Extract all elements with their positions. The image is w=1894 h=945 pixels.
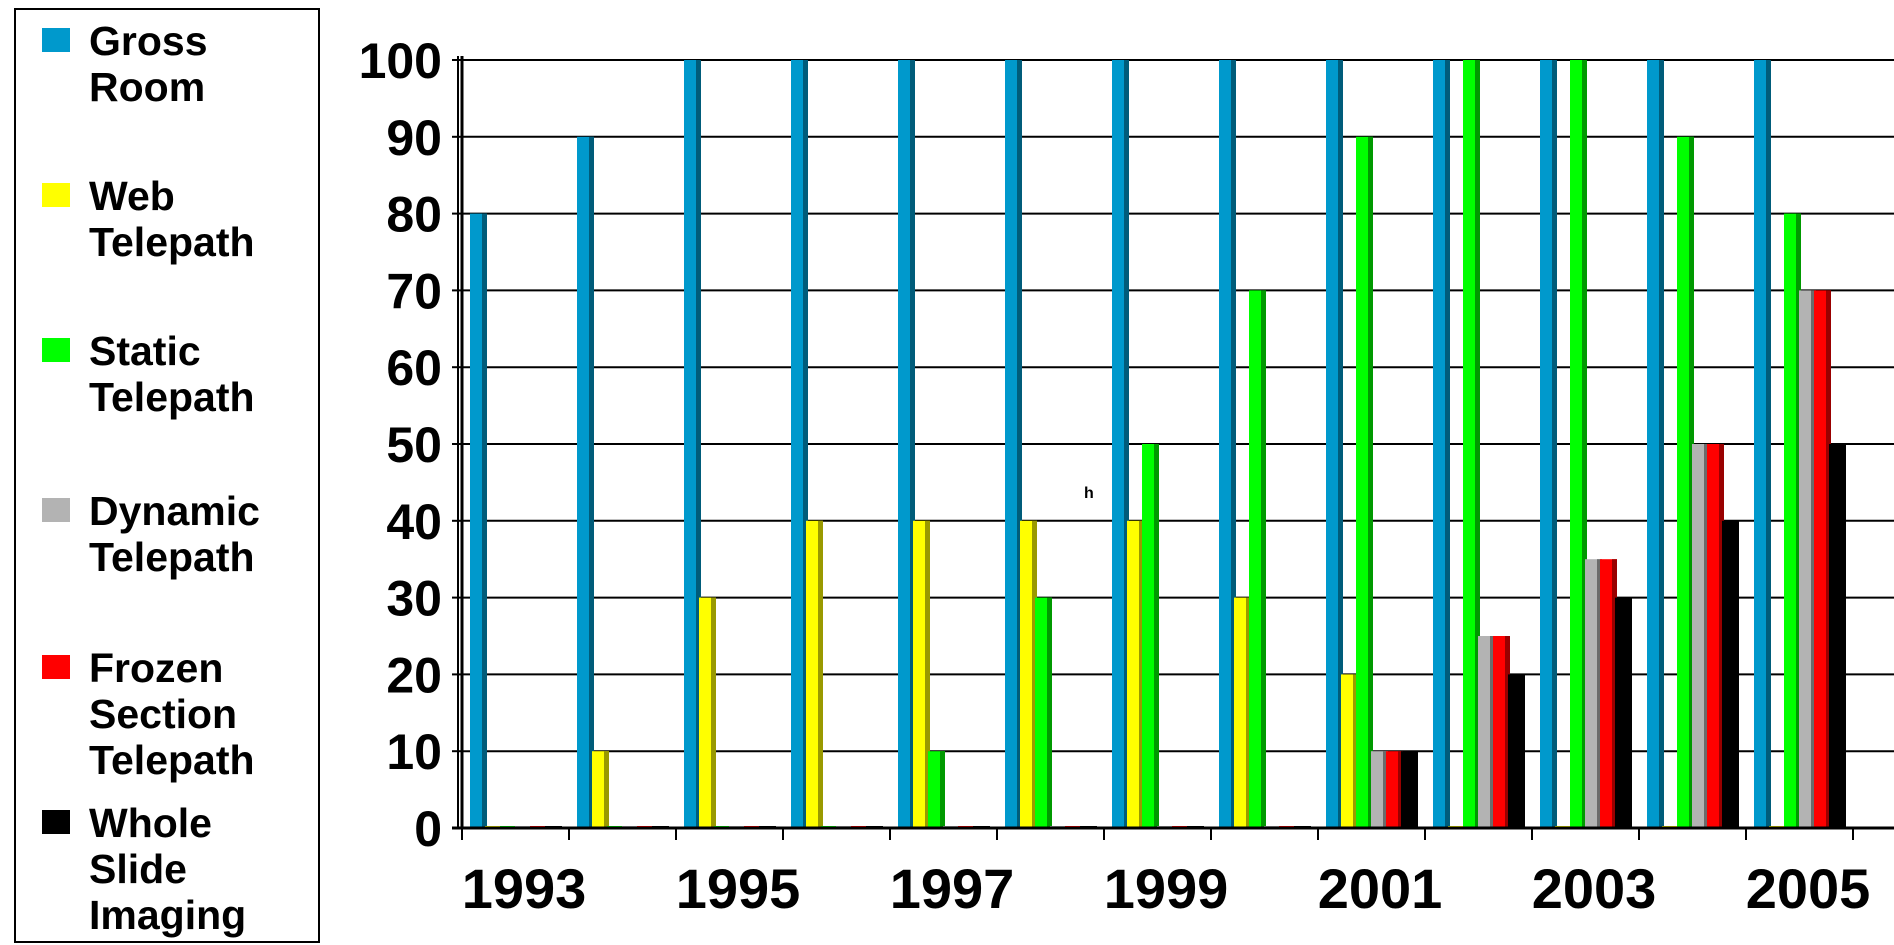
bar-side-static-telepath-1998: [1047, 597, 1052, 828]
bar-side-web-telepath-1998: [1032, 520, 1037, 828]
bar-side-gross-room-2001: [1338, 60, 1343, 828]
y-tick-label: 90: [386, 110, 442, 166]
legend-swatch-dynamic-telepath: [42, 498, 70, 522]
y-tick-label: 60: [386, 340, 442, 396]
legend-label-web-telepath: Web Telepath: [89, 173, 255, 265]
legend-label-frozen-section-telepath: Frozen Section Telepath: [89, 645, 255, 783]
bar-side-whole-slide-imaging-2005: [1841, 444, 1846, 828]
bar-side-gross-room-1999: [1124, 60, 1129, 828]
y-tick-label: 50: [386, 417, 442, 473]
bar-side-gross-room-1995: [696, 60, 701, 828]
y-tick-label: 100: [359, 33, 442, 89]
bar-side-frozen-section-telepath-2004: [1719, 444, 1724, 828]
bar-side-web-telepath-1999: [1139, 520, 1144, 828]
bar-side-dynamic-telepath-2002: [1490, 636, 1495, 828]
bar-side-frozen-section-telepath-2002: [1505, 636, 1510, 828]
x-tick-label-1993: 1993: [462, 857, 587, 920]
y-tick-label: 80: [386, 187, 442, 243]
bar-side-static-telepath-2003: [1582, 60, 1587, 828]
bar-side-dynamic-telepath-2004: [1704, 444, 1709, 828]
annotation-text: h: [1084, 485, 1094, 502]
bar-side-web-telepath-1997: [925, 520, 930, 828]
legend-label-static-telepath: Static Telepath: [89, 328, 255, 420]
bar-side-frozen-section-telepath-2001: [1398, 751, 1403, 828]
bar-side-gross-room-1996: [803, 60, 808, 828]
bar-side-gross-room-1997: [910, 60, 915, 828]
bar-side-web-telepath-2000: [1246, 597, 1251, 828]
bar-side-web-telepath-1995: [711, 597, 716, 828]
legend-swatch-static-telepath: [42, 338, 70, 362]
bar-side-gross-room-2004: [1659, 60, 1664, 828]
bar-side-gross-room-1998: [1017, 60, 1022, 828]
bar-side-gross-room-1993: [482, 213, 487, 829]
y-tick-label: 70: [386, 263, 442, 319]
bar-side-whole-slide-imaging-2003: [1627, 597, 1632, 828]
bar-side-dynamic-telepath-2003: [1597, 559, 1602, 828]
bar-side-web-telepath-1994: [604, 751, 609, 828]
legend-swatch-whole-slide-imaging: [42, 810, 70, 834]
chart-legend: Gross Room Web Telepath Static Telepath …: [14, 8, 320, 943]
y-tick-label: 10: [386, 724, 442, 780]
bar-side-dynamic-telepath-2001: [1383, 751, 1388, 828]
legend-label-whole-slide-imaging: Whole Slide Imaging: [89, 800, 247, 938]
bars: [470, 60, 1846, 829]
bar-side-web-telepath-1996: [818, 520, 823, 828]
x-tick-label-1997: 1997: [890, 857, 1015, 920]
y-tick-label: 0: [414, 801, 442, 857]
bar-side-gross-room-2002: [1445, 60, 1450, 828]
bar-side-gross-room-1994: [589, 136, 594, 829]
bar-side-static-telepath-2001: [1368, 136, 1373, 829]
bar-side-dynamic-telepath-2005: [1811, 290, 1816, 828]
y-tick-label: 30: [386, 571, 442, 627]
bar-side-static-telepath-1997: [940, 751, 945, 828]
axes: [452, 56, 1894, 840]
x-tick-label-2005: 2005: [1746, 857, 1871, 920]
bar-side-static-telepath-2002: [1475, 60, 1480, 828]
legend-swatch-web-telepath: [42, 183, 70, 207]
tick-labels: 0 10 20 30 40 50 60 70 80 90 100 1993 1995 1997 1999 20…: [359, 33, 1871, 920]
x-tick-label-2001: 2001: [1318, 857, 1443, 920]
bar-side-static-telepath-2000: [1261, 290, 1266, 828]
bar-side-gross-room-2000: [1231, 60, 1236, 828]
x-tick-label-2003: 2003: [1532, 857, 1657, 920]
bar-side-whole-slide-imaging-2004: [1734, 520, 1739, 828]
legend-swatch-frozen-section-telepath: [42, 655, 70, 679]
x-tick-label-1999: 1999: [1104, 857, 1229, 920]
legend-label-dynamic-telepath: Dynamic Telepath: [89, 488, 260, 580]
bar-side-web-telepath-2001: [1353, 674, 1358, 828]
bar-side-whole-slide-imaging-2002: [1520, 674, 1525, 828]
y-tick-label: 40: [386, 494, 442, 550]
bar-side-frozen-section-telepath-2005: [1826, 290, 1831, 828]
legend-label-gross-room: Gross Room: [89, 18, 208, 110]
bar-side-static-telepath-2005: [1796, 213, 1801, 829]
bar-side-frozen-section-telepath-2003: [1612, 559, 1617, 828]
bar-side-whole-slide-imaging-2001: [1413, 751, 1418, 828]
bar-side-static-telepath-2004: [1689, 136, 1694, 829]
bar-side-static-telepath-1999: [1154, 444, 1159, 828]
y-tick-label: 20: [386, 647, 442, 703]
bar-side-gross-room-2003: [1552, 60, 1557, 828]
bar-side-gross-room-2005: [1766, 60, 1771, 828]
x-tick-label-1995: 1995: [676, 857, 801, 920]
legend-swatch-gross-room: [42, 28, 70, 52]
